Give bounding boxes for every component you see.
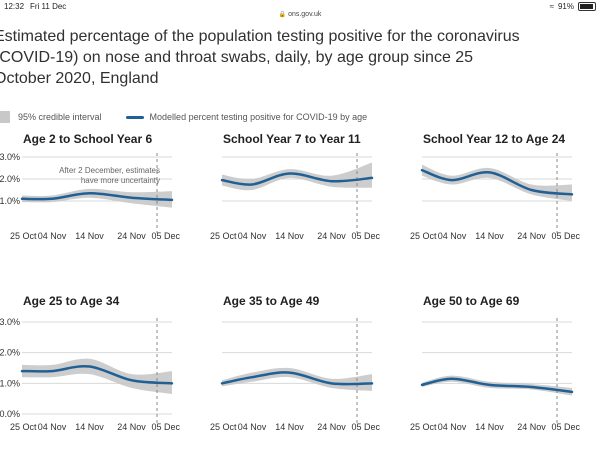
y-tick-label: 1.0%: [0, 196, 20, 206]
battery-percent: 91%: [557, 2, 574, 11]
panel-title: Age 50 to Age 69: [423, 294, 520, 308]
credible-interval-band: [222, 367, 372, 391]
series-line: [420, 168, 574, 196]
status-date: Fri 11 Dec: [30, 2, 67, 11]
x-tick-label: 05 Dec: [551, 231, 580, 241]
address-bar[interactable]: 🔒 ons.gov.uk: [0, 11, 600, 18]
credible-interval-band: [422, 164, 572, 201]
series-line: [220, 172, 374, 186]
legend-ci-swatch: [0, 111, 10, 123]
status-bar: 12:32 Fri 11 Dec 🔒 ons.gov.uk ≈ 91%: [0, 0, 600, 18]
y-tick-label: 3.0%: [0, 317, 20, 327]
x-tick-label: 04 Nov: [38, 422, 67, 432]
battery-icon: [578, 2, 596, 11]
battery-fill: [580, 4, 593, 9]
y-tick-label: 3.0%: [0, 152, 20, 162]
panel-title: Age 25 to Age 34: [23, 294, 120, 308]
x-tick-label: 14 Nov: [275, 231, 304, 241]
series-line: [420, 377, 574, 394]
status-icons: ≈ 91%: [550, 2, 596, 11]
x-tick-label: 24 Nov: [517, 422, 546, 432]
x-tick-label: 04 Nov: [238, 231, 267, 241]
x-tick-label: 14 Nov: [475, 422, 504, 432]
address-url: ons.gov.uk: [288, 11, 322, 18]
x-tick-label: 25 Oct: [10, 231, 37, 241]
x-tick-label: 05 Dec: [351, 231, 380, 241]
legend-ci-label: 95% credible interval: [18, 112, 102, 122]
x-tick-label: 04 Nov: [438, 422, 467, 432]
x-tick-label: 25 Oct: [210, 231, 237, 241]
panel-title: Age 2 to School Year 6: [23, 132, 152, 146]
x-tick-label: 24 Nov: [117, 422, 146, 432]
x-tick-label: 25 Oct: [410, 231, 437, 241]
legend-line-label: Modelled percent testing positive for CO…: [149, 112, 368, 122]
x-tick-label: 14 Nov: [75, 422, 104, 432]
x-tick-label: 04 Nov: [38, 231, 67, 241]
x-tick-label: 25 Oct: [10, 422, 37, 432]
wifi-icon: ≈: [549, 2, 554, 11]
series-line: [220, 371, 374, 386]
x-tick-label: 14 Nov: [475, 231, 504, 241]
x-tick-label: 05 Dec: [351, 422, 380, 432]
x-tick-label: 14 Nov: [275, 422, 304, 432]
x-tick-label: 04 Nov: [438, 231, 467, 241]
x-tick-label: 14 Nov: [75, 231, 104, 241]
credible-interval-band: [222, 162, 372, 191]
series-line: [20, 364, 174, 385]
annotation-text: After 2 December, estimates: [59, 166, 160, 175]
credible-interval-band: [22, 188, 172, 208]
legend: 95% credible interval Modelled percent t…: [0, 110, 367, 124]
x-tick-label: 25 Oct: [210, 422, 237, 432]
y-tick-label: 2.0%: [0, 174, 20, 184]
chart-title: Estimated percentage of the population t…: [0, 28, 520, 87]
x-tick-label: 25 Oct: [410, 422, 437, 432]
panel-title: School Year 12 to Age 24: [423, 132, 565, 146]
y-tick-label: 0.0%: [0, 409, 20, 419]
panel-title: School Year 7 to Year 11: [223, 132, 361, 146]
credible-interval-band: [22, 358, 172, 395]
x-tick-label: 24 Nov: [317, 422, 346, 432]
annotation-text: have more uncertainty: [81, 176, 160, 185]
x-tick-label: 24 Nov: [317, 231, 346, 241]
x-tick-label: 05 Dec: [151, 231, 180, 241]
lock-icon: 🔒: [278, 12, 287, 18]
panel-title: Age 35 to Age 49: [223, 294, 320, 308]
status-time: 12:32: [4, 2, 25, 11]
x-tick-label: 05 Dec: [551, 422, 580, 432]
y-tick-label: 1.0%: [0, 378, 20, 388]
y-tick-label: 2.0%: [0, 348, 20, 358]
x-tick-label: 24 Nov: [117, 231, 146, 241]
series-line: [20, 192, 174, 202]
x-tick-label: 05 Dec: [151, 422, 180, 432]
x-tick-label: 24 Nov: [517, 231, 546, 241]
x-tick-label: 04 Nov: [238, 422, 267, 432]
legend-line-swatch: [125, 115, 144, 119]
